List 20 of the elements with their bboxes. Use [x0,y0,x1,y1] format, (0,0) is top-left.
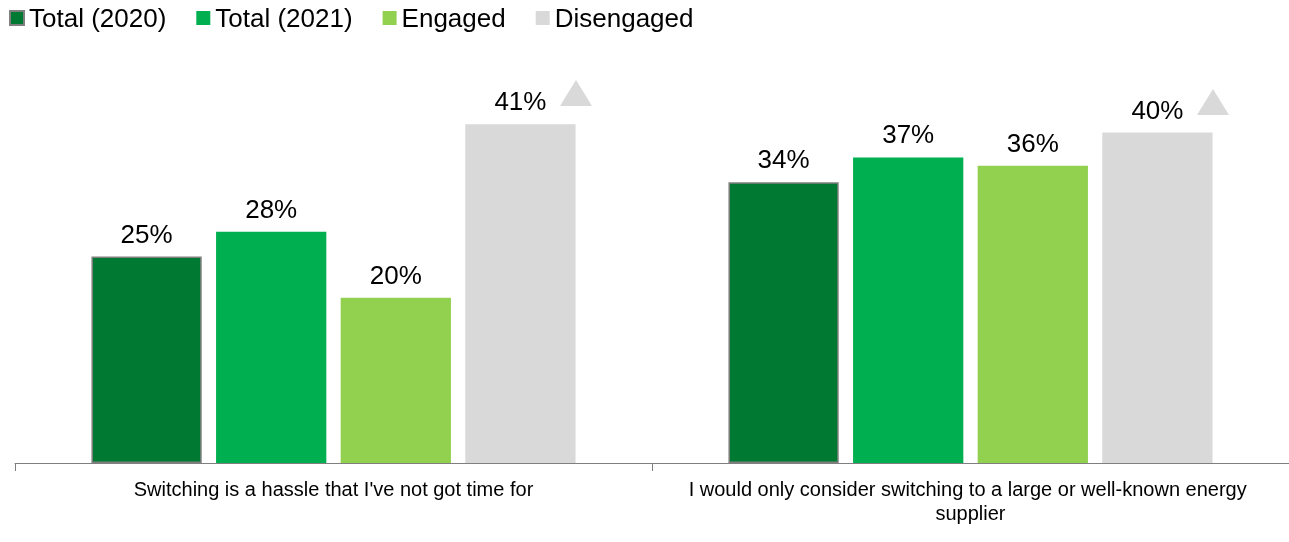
data-label: 20% [369,259,422,290]
data-label: 40% [1131,94,1184,125]
legend-label: Total (2020) [29,3,167,33]
data-label: 25% [120,218,173,249]
legend-label: Disengaged [554,3,694,33]
legend-label: Engaged [401,3,506,33]
bar [1102,132,1213,463]
bar [216,231,327,463]
bar [853,157,964,463]
data-label: 41% [494,86,547,117]
legend-label: Total (2021) [215,3,353,33]
bar [340,297,451,463]
data-label: 28% [245,193,298,224]
x-tick-label: I would only consider switching to a large or well-known energy supplier [688,478,1253,524]
data-label: 37% [882,119,935,150]
data-label: 36% [1006,127,1059,158]
bar [977,165,1088,463]
bar [465,124,576,463]
x-tick-label: Switching is a hassle that I've not got time for [133,478,534,500]
data-label: 34% [757,144,810,175]
